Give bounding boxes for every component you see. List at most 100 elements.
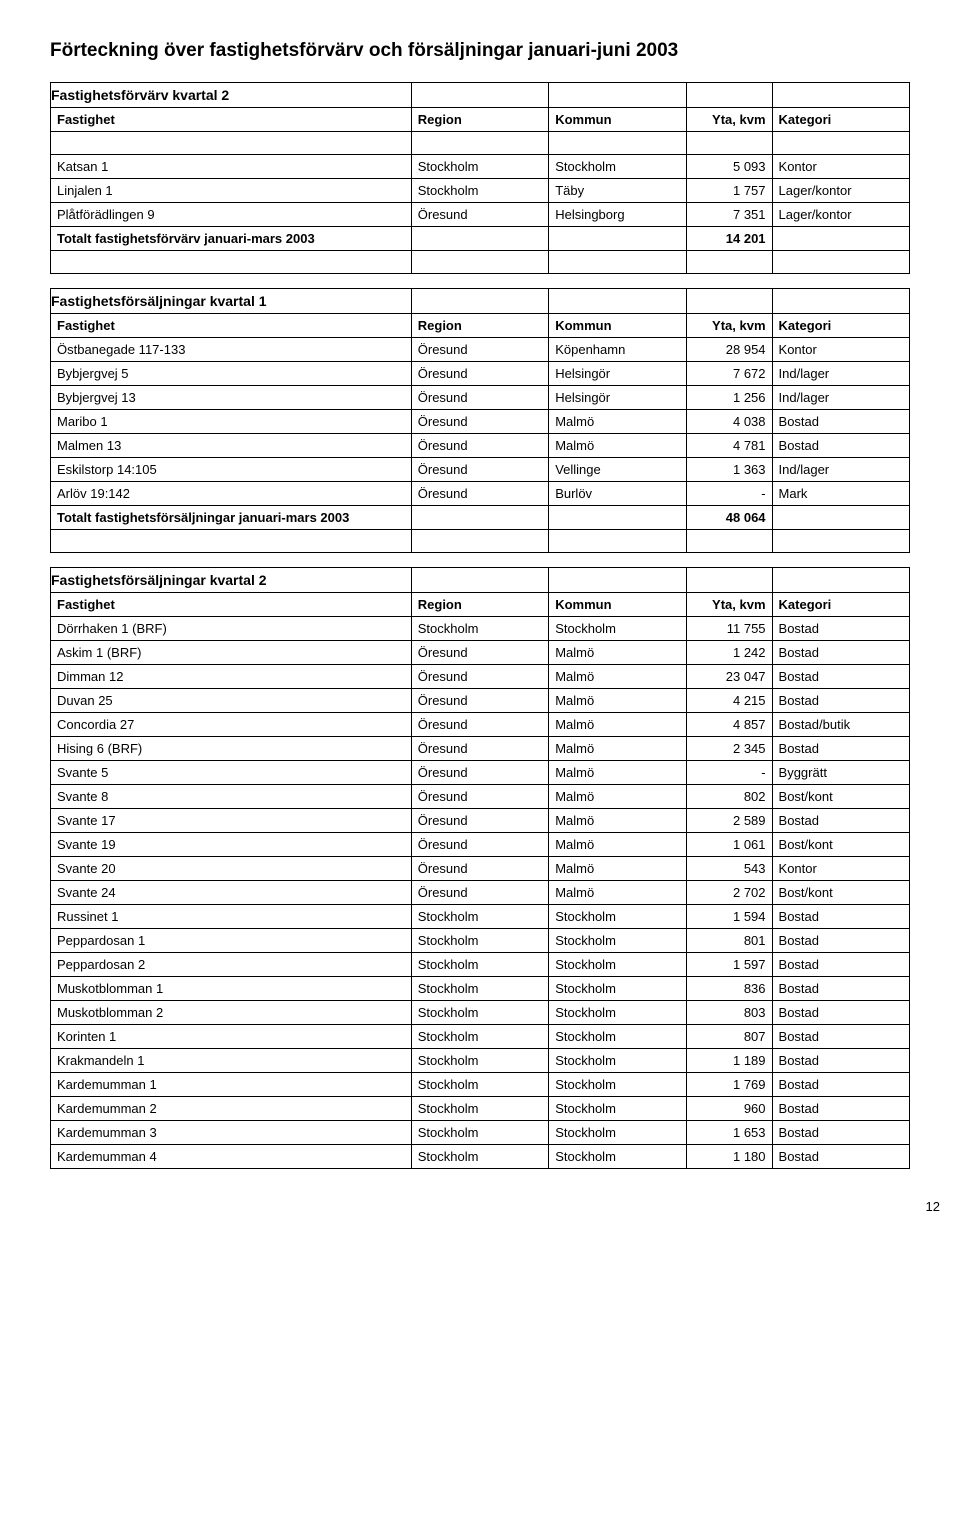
cell-kategori: Bostad	[772, 617, 909, 641]
table-row: Svante 19ÖresundMalmö1 061Bost/kont	[51, 833, 910, 857]
cell-yta: 802	[686, 785, 772, 809]
col-kategori: Kategori	[772, 314, 909, 338]
cell-kategori: Byggrätt	[772, 761, 909, 785]
table-row: Russinet 1StockholmStockholm1 594Bostad	[51, 905, 910, 929]
cell-yta: 801	[686, 929, 772, 953]
spacer-row	[51, 530, 910, 553]
cell-kategori: Bostad	[772, 1121, 909, 1145]
cell-fastighet: Svante 8	[51, 785, 412, 809]
cell-region: Öresund	[411, 713, 548, 737]
cell-kommun: Köpenhamn	[549, 338, 686, 362]
cell-kommun: Helsingör	[549, 362, 686, 386]
table-row: Peppardosan 1StockholmStockholm801Bostad	[51, 929, 910, 953]
cell-fastighet: Östbanegade 117-133	[51, 338, 412, 362]
cell-region: Stockholm	[411, 155, 548, 179]
total-value: 14 201	[686, 227, 772, 251]
cell-yta: 1 189	[686, 1049, 772, 1073]
cell-region: Öresund	[411, 386, 548, 410]
cell-yta: 4 857	[686, 713, 772, 737]
table-row: Östbanegade 117-133ÖresundKöpenhamn28 95…	[51, 338, 910, 362]
section-title: Fastighetsförvärv kvartal 2	[51, 83, 412, 108]
cell-kommun: Stockholm	[549, 929, 686, 953]
cell-yta: 4 781	[686, 434, 772, 458]
cell-fastighet: Dörrhaken 1 (BRF)	[51, 617, 412, 641]
cell-region: Öresund	[411, 665, 548, 689]
cell-region: Stockholm	[411, 977, 548, 1001]
cell-kategori: Mark	[772, 482, 909, 506]
cell-kommun: Malmö	[549, 713, 686, 737]
cell-kommun: Malmö	[549, 434, 686, 458]
table-row: Eskilstorp 14:105ÖresundVellinge1 363Ind…	[51, 458, 910, 482]
total-row: Totalt fastighetsförsäljningar januari-m…	[51, 506, 910, 530]
col-fastighet: Fastighet	[51, 108, 412, 132]
cell-kommun: Stockholm	[549, 1145, 686, 1169]
acquisitions-q2-table: Fastighetsförvärv kvartal 2 Fastighet Re…	[50, 82, 910, 274]
table-row: Svante 8ÖresundMalmö802Bost/kont	[51, 785, 910, 809]
cell-fastighet: Eskilstorp 14:105	[51, 458, 412, 482]
cell-region: Stockholm	[411, 1097, 548, 1121]
cell-fastighet: Korinten 1	[51, 1025, 412, 1049]
cell-region: Öresund	[411, 761, 548, 785]
cell-kommun: Stockholm	[549, 1073, 686, 1097]
cell-kategori: Bostad	[772, 737, 909, 761]
cell-fastighet: Svante 20	[51, 857, 412, 881]
cell-yta: 1 594	[686, 905, 772, 929]
table-row: Bybjergvej 5ÖresundHelsingör7 672Ind/lag…	[51, 362, 910, 386]
section-title-row: Fastighetsförsäljningar kvartal 2	[51, 568, 910, 593]
col-fastighet: Fastighet	[51, 314, 412, 338]
table-row: Kardemumman 2StockholmStockholm960Bostad	[51, 1097, 910, 1121]
cell-kommun: Malmö	[549, 809, 686, 833]
cell-fastighet: Kardemumman 3	[51, 1121, 412, 1145]
cell-yta: 1 757	[686, 179, 772, 203]
cell-fastighet: Muskotblomman 2	[51, 1001, 412, 1025]
cell-yta: 1 363	[686, 458, 772, 482]
section-title: Fastighetsförsäljningar kvartal 1	[51, 289, 412, 314]
cell-yta: 2 589	[686, 809, 772, 833]
cell-kategori: Bostad	[772, 410, 909, 434]
cell-kategori: Bostad	[772, 1049, 909, 1073]
col-kommun: Kommun	[549, 314, 686, 338]
col-yta: Yta, kvm	[686, 314, 772, 338]
cell-fastighet: Svante 24	[51, 881, 412, 905]
cell-region: Stockholm	[411, 1049, 548, 1073]
cell-region: Öresund	[411, 785, 548, 809]
cell-fastighet: Duvan 25	[51, 689, 412, 713]
total-label: Totalt fastighetsförsäljningar januari-m…	[51, 506, 412, 530]
cell-kategori: Bostad	[772, 905, 909, 929]
cell-region: Öresund	[411, 833, 548, 857]
cell-kategori: Bostad	[772, 641, 909, 665]
cell-yta: 1 653	[686, 1121, 772, 1145]
table-row: Krakmandeln 1StockholmStockholm1 189Bost…	[51, 1049, 910, 1073]
cell-kommun: Malmö	[549, 881, 686, 905]
cell-fastighet: Hising 6 (BRF)	[51, 737, 412, 761]
cell-fastighet: Linjalen 1	[51, 179, 412, 203]
cell-kommun: Stockholm	[549, 1001, 686, 1025]
cell-yta: -	[686, 761, 772, 785]
cell-kategori: Bostad	[772, 434, 909, 458]
cell-fastighet: Svante 17	[51, 809, 412, 833]
cell-region: Öresund	[411, 458, 548, 482]
table-row: Peppardosan 2StockholmStockholm1 597Bost…	[51, 953, 910, 977]
cell-region: Öresund	[411, 737, 548, 761]
cell-yta: 803	[686, 1001, 772, 1025]
total-label: Totalt fastighetsförvärv januari-mars 20…	[51, 227, 412, 251]
cell-region: Öresund	[411, 482, 548, 506]
cell-yta: 807	[686, 1025, 772, 1049]
total-value: 48 064	[686, 506, 772, 530]
table-row: Korinten 1StockholmStockholm807Bostad	[51, 1025, 910, 1049]
cell-kommun: Stockholm	[549, 977, 686, 1001]
cell-kategori: Bostad	[772, 809, 909, 833]
cell-kategori: Bost/kont	[772, 785, 909, 809]
cell-kommun: Stockholm	[549, 905, 686, 929]
cell-kategori: Ind/lager	[772, 458, 909, 482]
cell-yta: 1 597	[686, 953, 772, 977]
table-row: Kardemumman 4StockholmStockholm1 180Bost…	[51, 1145, 910, 1169]
table-row: Kardemumman 3StockholmStockholm1 653Bost…	[51, 1121, 910, 1145]
cell-kommun: Malmö	[549, 761, 686, 785]
cell-fastighet: Bybjergvej 13	[51, 386, 412, 410]
cell-kommun: Stockholm	[549, 1097, 686, 1121]
cell-region: Stockholm	[411, 953, 548, 977]
cell-kategori: Bostad	[772, 1001, 909, 1025]
cell-kommun: Stockholm	[549, 953, 686, 977]
cell-region: Stockholm	[411, 1121, 548, 1145]
